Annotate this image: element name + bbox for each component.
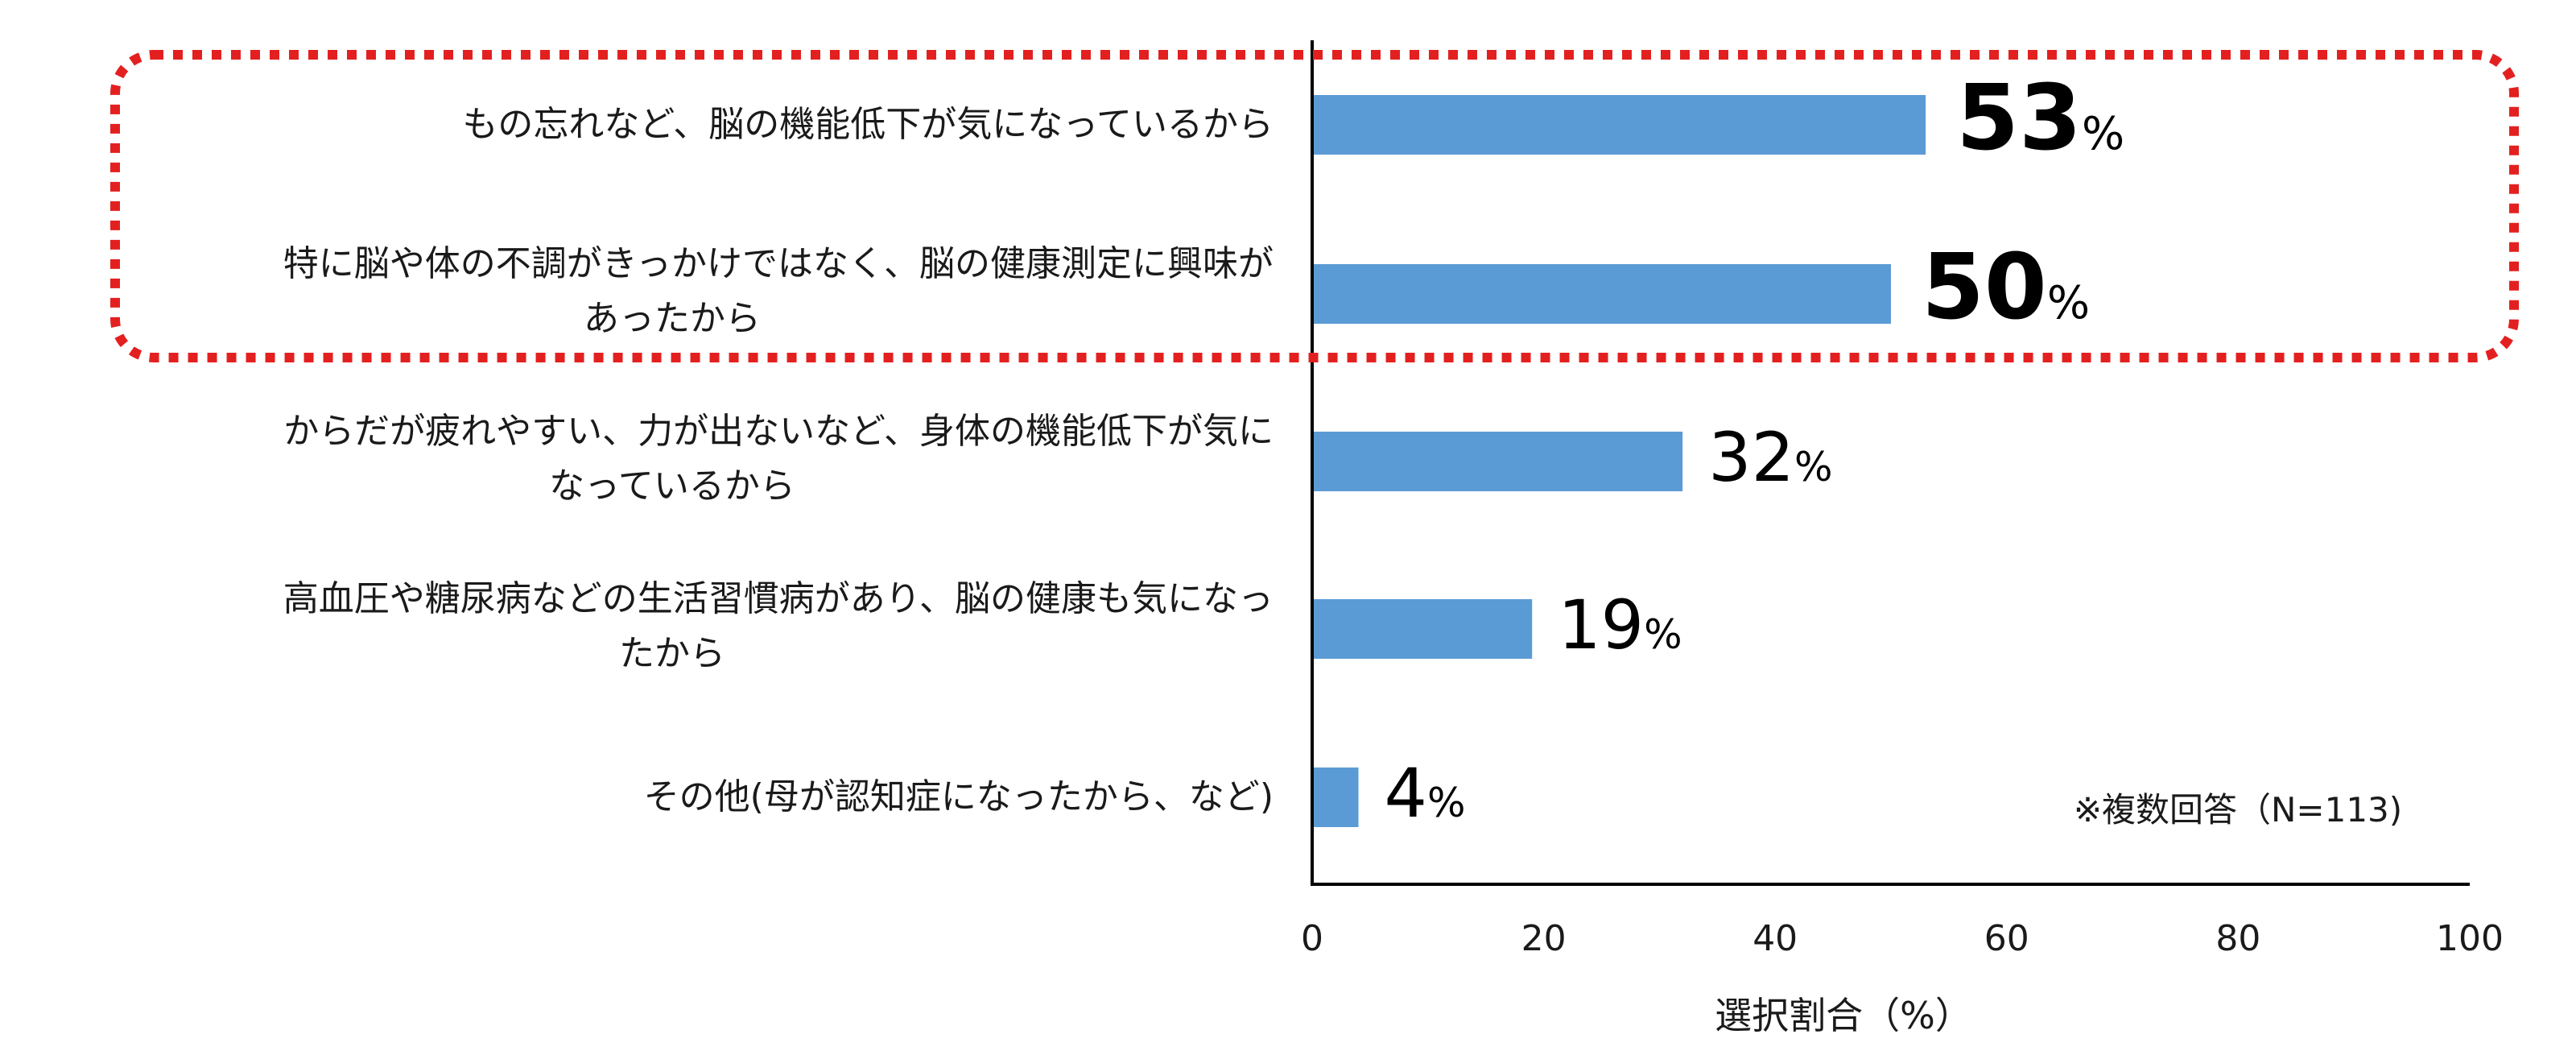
category-label-4-line-0: その他(母が認知症になったから、など) xyxy=(644,776,1274,817)
x-tick-label-20: 20 xyxy=(1521,918,1567,959)
category-label-1-line-1: あったから xyxy=(584,298,761,339)
value-label-3: 19% xyxy=(1558,585,1682,664)
bar-2 xyxy=(1312,432,1683,491)
multiple-answer-note: ※複数回答（N=113) xyxy=(2074,790,2402,830)
category-label-3-line-1: たから xyxy=(619,633,725,674)
value-unit-0: % xyxy=(2082,108,2124,160)
value-unit-2: % xyxy=(1794,444,1833,490)
bar-1 xyxy=(1312,264,1891,324)
category-labels-group: もの忘れなど、脳の機能低下が気になっているから特に脳や体の不調がきっかけではなく… xyxy=(283,104,1274,817)
value-unit-4: % xyxy=(1427,780,1466,826)
value-label-2: 32% xyxy=(1708,418,1832,497)
bar-4 xyxy=(1312,767,1359,827)
x-tick-label-80: 80 xyxy=(2215,918,2260,959)
category-label-3-line-0: 高血圧や糖尿病などの生活習慣病があり、脳の健康も気になっ xyxy=(283,578,1274,619)
category-label-2-line-0: からだが疲れやすい、力が出ないなど、身体の機能低下が気に xyxy=(283,411,1274,452)
highlight-dotted-frame xyxy=(110,50,2519,362)
bars-group xyxy=(1312,95,1926,827)
x-tick-labels-group: 0 20 40 60 80 100 xyxy=(1301,918,2504,959)
category-label-1-line-0: 特に脳や体の不調がきっかけではなく、脳の健康測定に興味が xyxy=(283,243,1274,284)
value-unit-1: % xyxy=(2047,277,2090,329)
x-tick-label-60: 60 xyxy=(1984,918,2029,959)
x-axis-title: 選択割合（%） xyxy=(1715,994,1972,1037)
category-label-2-line-1: なっているから xyxy=(549,465,795,507)
x-tick-label-100: 100 xyxy=(2436,918,2504,959)
bar-3 xyxy=(1312,599,1533,659)
bar-0 xyxy=(1312,95,1926,155)
x-tick-label-0: 0 xyxy=(1301,918,1323,959)
value-label-4: 4% xyxy=(1385,754,1466,833)
value-label-0: 53% xyxy=(1956,66,2124,171)
value-label-1: 50% xyxy=(1922,235,2090,340)
category-label-0-line-0: もの忘れなど、脳の機能低下が気になっているから xyxy=(462,104,1274,145)
value-unit-3: % xyxy=(1644,611,1682,658)
x-tick-label-40: 40 xyxy=(1752,918,1798,959)
